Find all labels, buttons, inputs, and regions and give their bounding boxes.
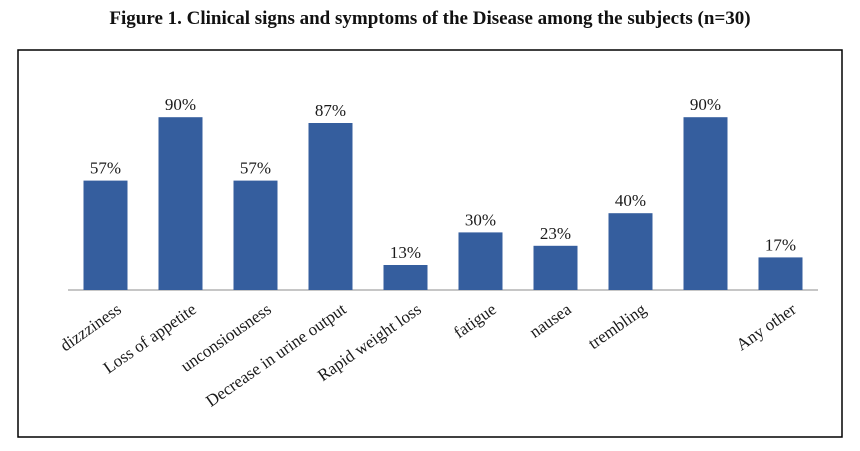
bar: [458, 232, 503, 290]
bar: [83, 180, 128, 290]
data-label: 30%: [465, 210, 496, 229]
category-label: Decrease in urine output: [202, 299, 350, 410]
data-label: 57%: [90, 159, 121, 178]
bar: [158, 117, 203, 290]
data-label: 23%: [540, 224, 571, 243]
data-label: 90%: [690, 95, 721, 114]
category-label: trembling: [585, 299, 650, 353]
category-label: dizzziness: [57, 300, 125, 356]
bar: [383, 265, 428, 290]
bar: [608, 213, 653, 290]
figure-title: Figure 1. Clinical signs and symptoms of…: [109, 8, 751, 29]
data-label: 90%: [165, 95, 196, 114]
bar: [533, 245, 578, 290]
category-label: nausea: [526, 299, 575, 341]
bar: [308, 123, 353, 290]
data-label: 13%: [390, 243, 421, 262]
bar: [233, 180, 278, 290]
data-label: 40%: [615, 191, 646, 210]
data-label: 57%: [240, 159, 271, 178]
category-label: Any other: [733, 299, 800, 354]
bar: [683, 117, 728, 290]
chart-frame: [17, 49, 843, 438]
data-label: 87%: [315, 101, 346, 120]
data-label: 17%: [765, 235, 796, 254]
category-label: fatigue: [450, 300, 500, 343]
bar: [758, 257, 803, 290]
